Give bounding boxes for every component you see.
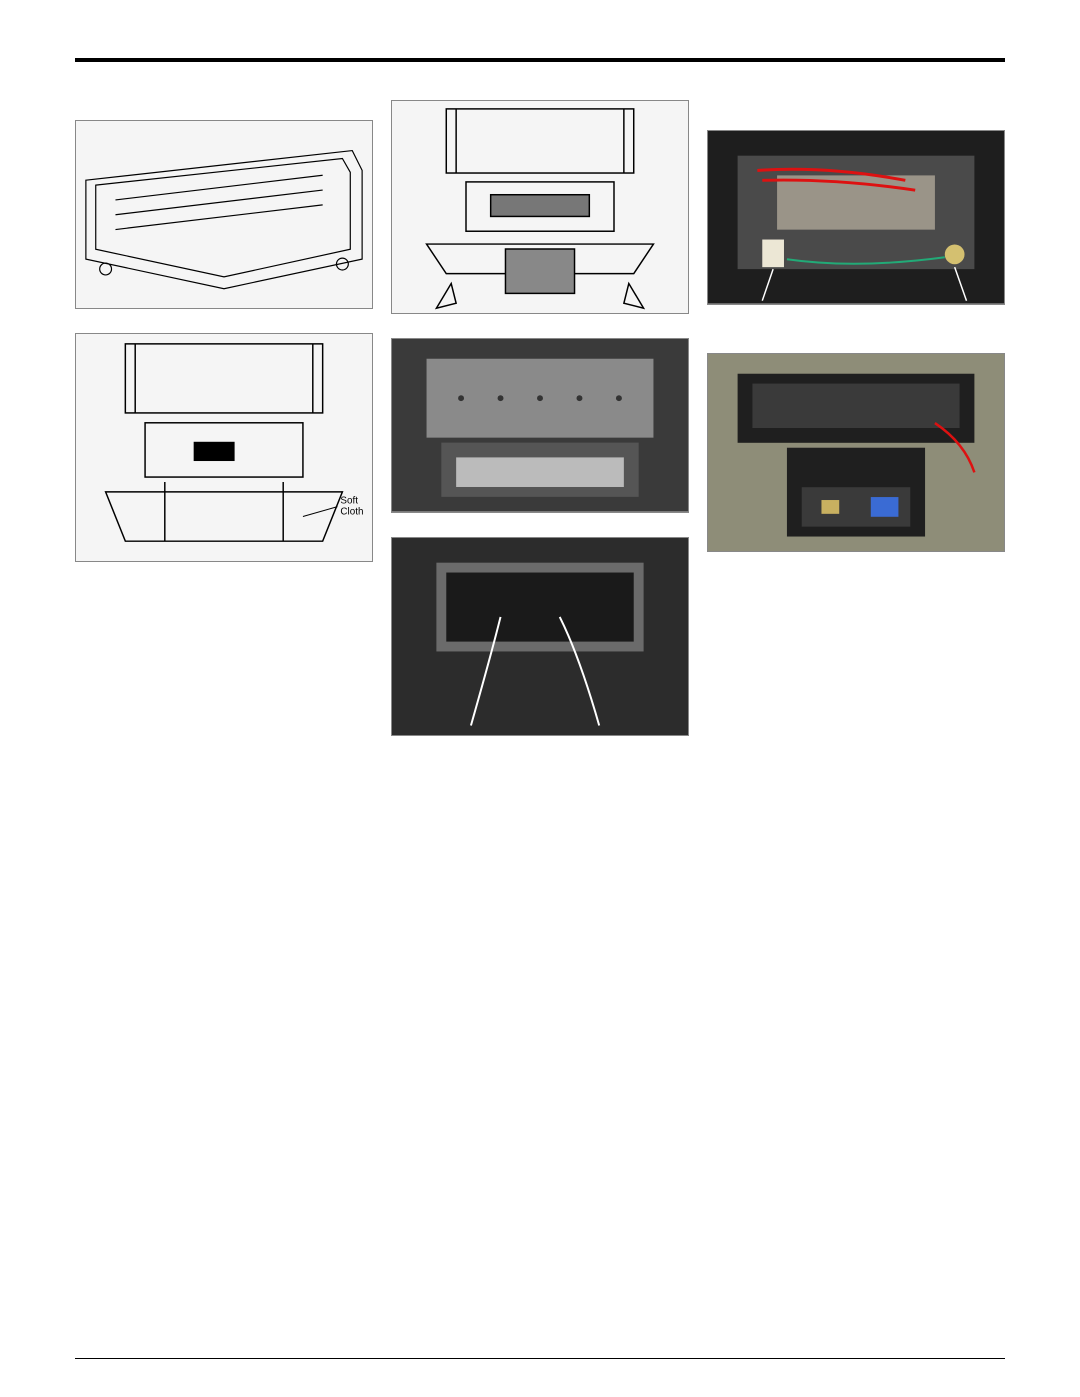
frame-diagram-icon [392, 101, 688, 313]
molex-photo-icon [708, 131, 1004, 304]
figure-box [707, 130, 1005, 305]
pedestal-diagram-icon: Soft Cloth [76, 334, 372, 561]
column-1: Soft Cloth [75, 90, 373, 754]
footer-rule [75, 1358, 1005, 1359]
burner-diagram-icon [76, 121, 372, 308]
figure-burner-diagram [75, 120, 373, 309]
figure-molex-photo [707, 130, 1005, 309]
tray-photo-icon [708, 354, 1004, 551]
figure-frame-diagram [391, 100, 689, 314]
soft-cloth-label2: Cloth [340, 507, 363, 518]
figure-box [391, 338, 689, 513]
figure-box [391, 100, 689, 314]
figure-cables-photo [391, 537, 689, 740]
figure-box [391, 537, 689, 736]
page-footer [75, 1358, 1005, 1367]
cables-photo-icon [392, 538, 688, 735]
figure-frontplate-photo [391, 338, 689, 513]
soft-cloth-label: Soft [340, 496, 358, 507]
figure-tray-photo [707, 353, 1005, 552]
figure-box: Soft Cloth [75, 333, 373, 562]
header-rule [75, 58, 1005, 62]
figure-box [75, 120, 373, 309]
column-3 [707, 90, 1005, 754]
figure-box [707, 353, 1005, 552]
content-columns: Soft Cloth [75, 90, 1005, 754]
column-2 [391, 90, 689, 754]
frontplate-photo-icon [392, 339, 688, 512]
figure-pedestal-diagram: Soft Cloth [75, 333, 373, 562]
